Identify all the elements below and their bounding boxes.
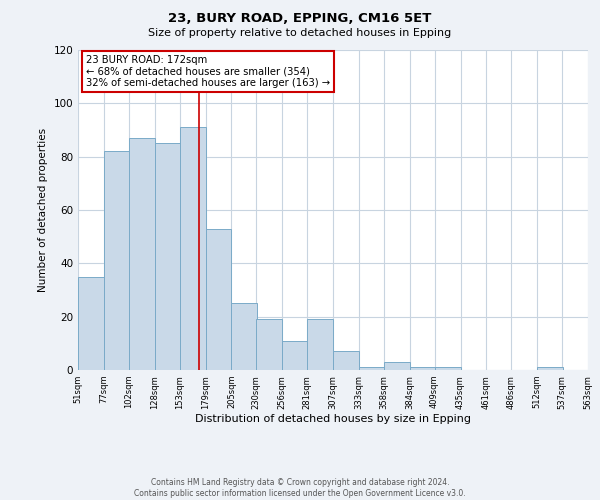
Bar <box>129 138 155 370</box>
Bar <box>359 368 385 370</box>
Bar <box>155 144 181 370</box>
Bar <box>205 228 232 370</box>
X-axis label: Distribution of detached houses by size in Epping: Distribution of detached houses by size … <box>195 414 471 424</box>
Bar <box>410 368 436 370</box>
Bar <box>307 320 333 370</box>
Text: 23, BURY ROAD, EPPING, CM16 5ET: 23, BURY ROAD, EPPING, CM16 5ET <box>169 12 431 26</box>
Bar <box>384 362 410 370</box>
Bar <box>232 304 257 370</box>
Y-axis label: Number of detached properties: Number of detached properties <box>38 128 48 292</box>
Bar <box>333 352 359 370</box>
Text: Size of property relative to detached houses in Epping: Size of property relative to detached ho… <box>148 28 452 38</box>
Bar <box>434 368 461 370</box>
Bar <box>256 320 282 370</box>
Bar <box>104 152 130 370</box>
Text: Contains HM Land Registry data © Crown copyright and database right 2024.
Contai: Contains HM Land Registry data © Crown c… <box>134 478 466 498</box>
Bar <box>282 340 308 370</box>
Bar <box>537 368 563 370</box>
Bar <box>179 128 205 370</box>
Text: 23 BURY ROAD: 172sqm
← 68% of detached houses are smaller (354)
32% of semi-deta: 23 BURY ROAD: 172sqm ← 68% of detached h… <box>86 55 330 88</box>
Bar <box>78 276 104 370</box>
